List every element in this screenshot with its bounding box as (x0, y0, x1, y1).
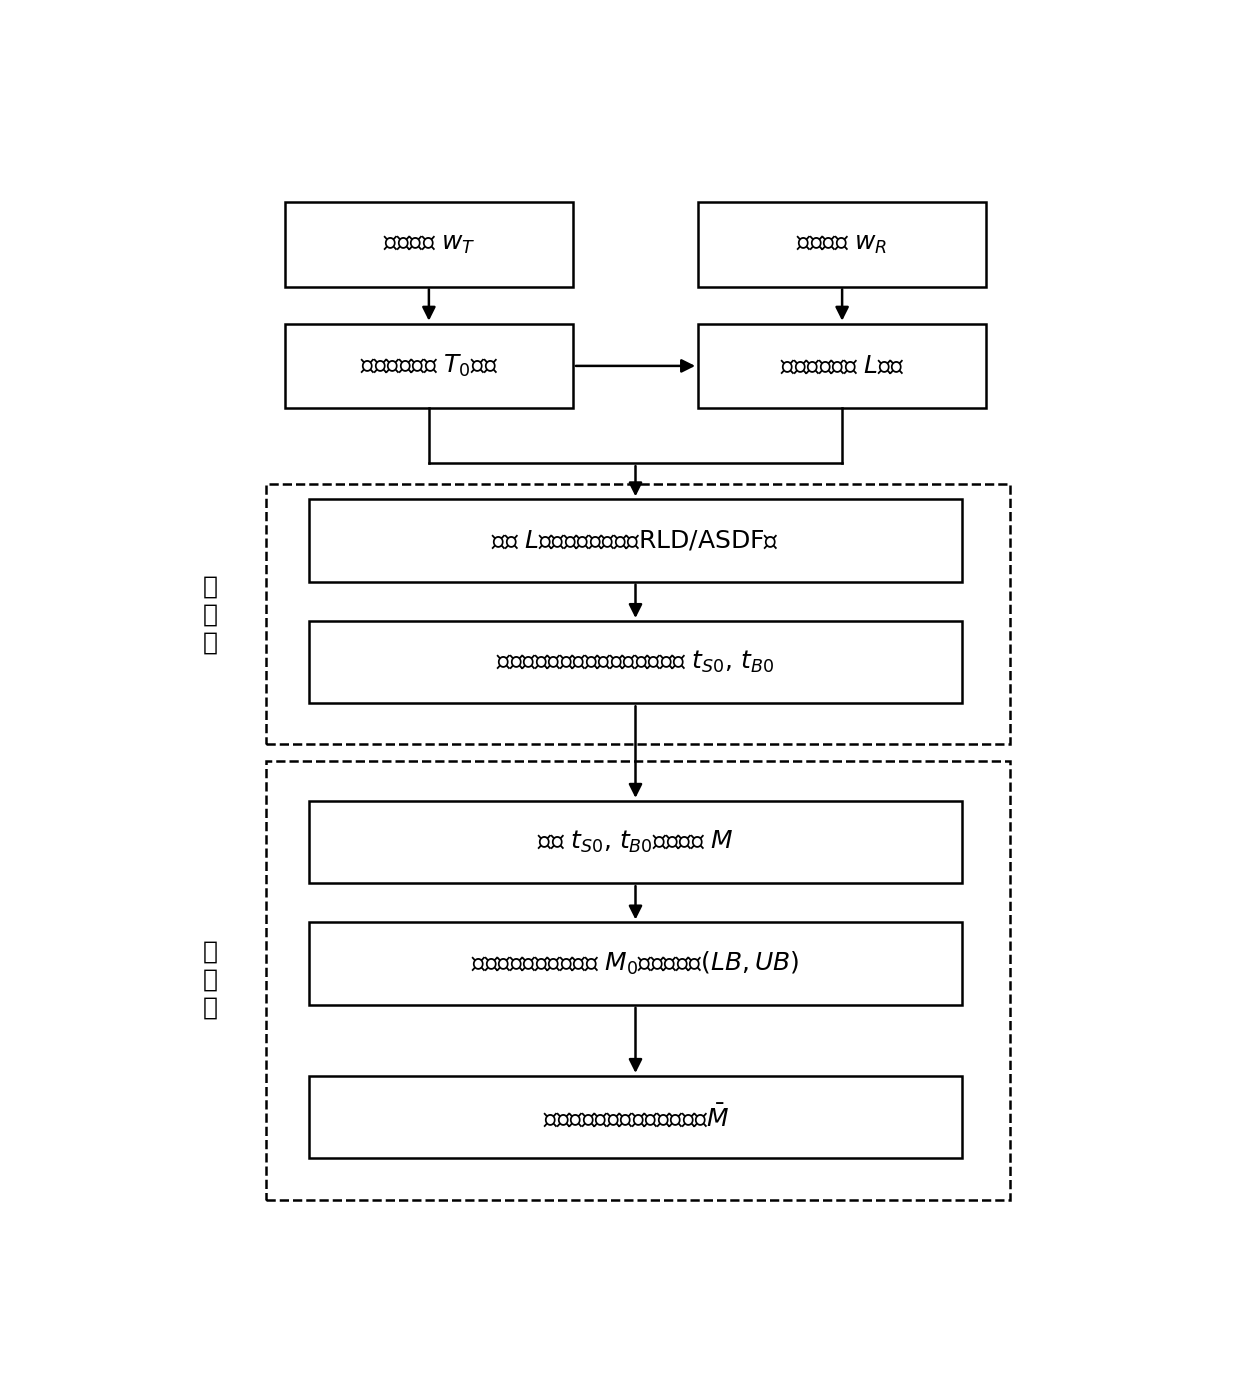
Bar (309, 499, 962, 581)
Text: 发射波形 $w_T$: 发射波形 $w_T$ (382, 232, 475, 256)
Bar (309, 1076, 962, 1158)
Text: 确定水面、水底回波信号位置初值 $t_{S0}$, $t_{B0}$: 确定水面、水底回波信号位置初值 $t_{S0}$, $t_{B0}$ (496, 649, 775, 675)
Text: 设定模型参数的初始值 $M_0$及取值范围$(LB, UB)$: 设定模型参数的初始值 $M_0$及取值范围$(LB, UB)$ (471, 949, 800, 977)
Bar (309, 621, 962, 703)
Bar (309, 801, 962, 883)
Bar (265, 761, 1011, 1200)
Text: 利用信赖域算法求解模型参数$\bar{M}$: 利用信赖域算法求解模型参数$\bar{M}$ (543, 1103, 728, 1131)
Bar (285, 323, 573, 408)
Bar (698, 202, 986, 287)
Text: 根据 $L$选择预处理方式（RLD/ASDF）: 根据 $L$选择预处理方式（RLD/ASDF） (491, 529, 780, 552)
Bar (698, 323, 986, 408)
Text: 粗
提
取: 粗 提 取 (203, 574, 218, 654)
Text: 接收波形 $w_R$: 接收波形 $w_R$ (796, 232, 888, 256)
Bar (285, 202, 573, 287)
Text: 精
提
取: 精 提 取 (203, 940, 218, 1020)
Text: 发射信号半宽 $T_0$确定: 发射信号半宽 $T_0$确定 (360, 353, 498, 379)
Text: 波形有效长度 $L$估计: 波形有效长度 $L$估计 (780, 354, 905, 378)
Bar (265, 485, 1011, 743)
Text: 根据 $t_{S0}$, $t_{B0}$建立模型 $M$: 根据 $t_{S0}$, $t_{B0}$建立模型 $M$ (537, 829, 734, 855)
Bar (309, 922, 962, 1004)
